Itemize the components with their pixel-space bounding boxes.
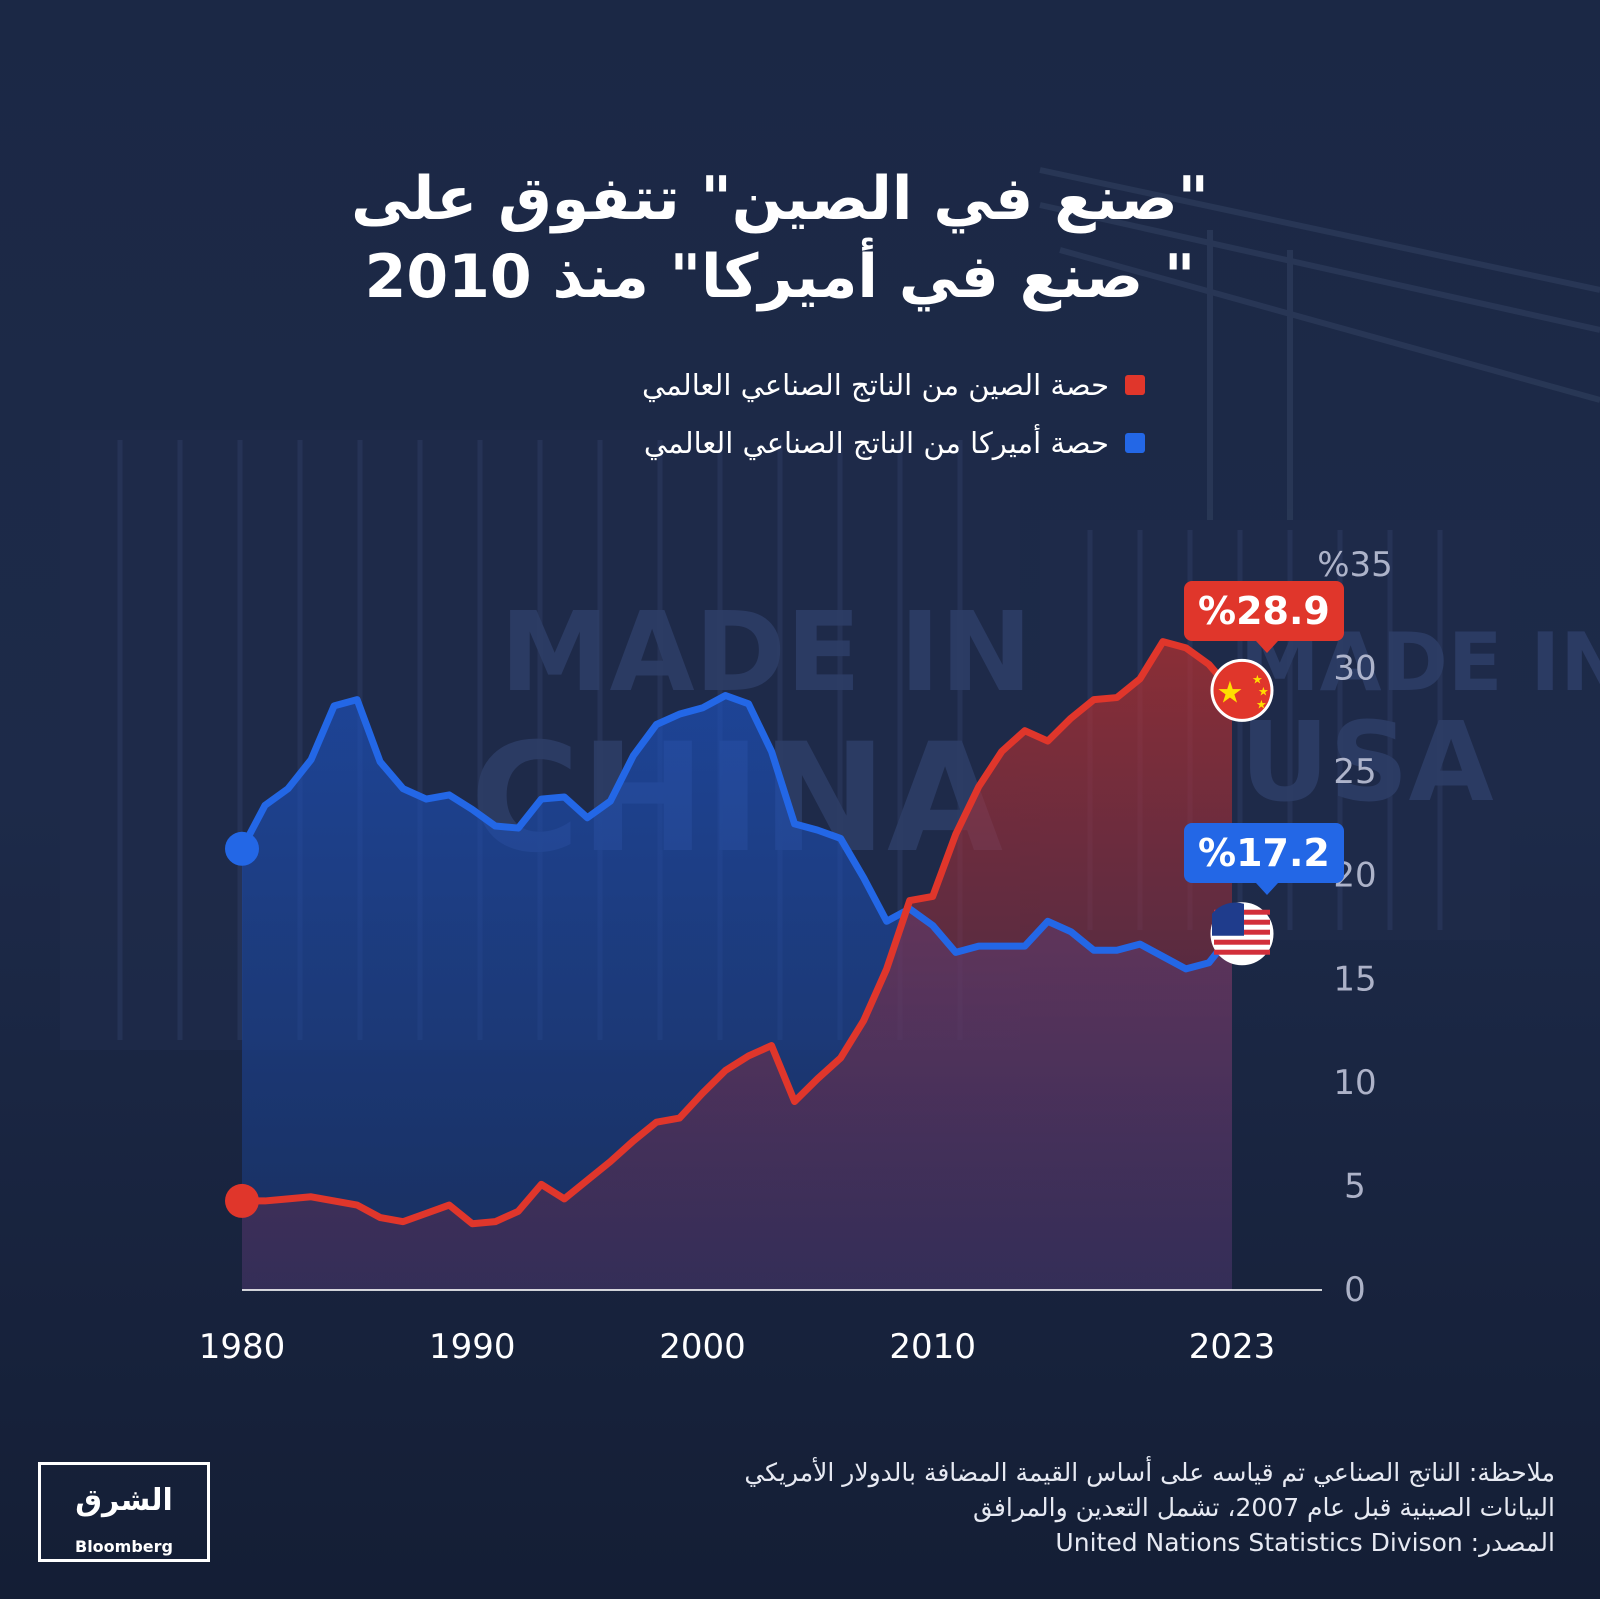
china-value-callout: %28.9 xyxy=(1184,581,1344,654)
bg-text-usa: USA xyxy=(1240,698,1494,826)
china-flag-star: ★ xyxy=(1252,672,1263,686)
title-line-1: "صنع في الصين" تتفوق على xyxy=(351,164,1209,234)
y-tick-label: 15 xyxy=(1333,959,1376,999)
series-line-usa xyxy=(238,692,1235,973)
usa-value-label: %17.2 xyxy=(1198,830,1330,875)
note-line-2: البيانات الصينية قبل عام 2007، تشمل التع… xyxy=(973,1493,1555,1522)
footnote: ملاحظة: الناتج الصناعي تم قياسه على أساس… xyxy=(595,1455,1555,1560)
usa-flag-stripe xyxy=(1214,949,1270,955)
legend-label-china: حصة الصين من الناتج الصناعي العالمي xyxy=(641,368,1109,402)
china-flag-star: ★ xyxy=(1217,675,1244,710)
x-tick-label: 2010 xyxy=(889,1327,976,1367)
source-line: المصدر: United Nations Statistics Diviso… xyxy=(1055,1528,1555,1557)
y-tick-label: 30 xyxy=(1333,649,1376,689)
y-tick-label: 10 xyxy=(1333,1063,1376,1103)
china-value-label: %28.9 xyxy=(1198,589,1330,634)
series-line-china xyxy=(242,638,1235,1228)
usa-flag-canton xyxy=(1212,902,1244,936)
x-tick-label: 2023 xyxy=(1189,1327,1276,1367)
title-line-2: " صنع في أميركا" منذ 2010 xyxy=(364,242,1196,312)
area-china xyxy=(242,641,1232,1290)
x-tick-label: 2000 xyxy=(659,1327,746,1367)
y-tick-label: 25 xyxy=(1333,752,1376,792)
note-line-1: ملاحظة: الناتج الصناعي تم قياسه على أساس… xyxy=(744,1458,1555,1487)
x-tick-label: 1980 xyxy=(199,1327,286,1367)
chart-title: "صنع في الصين" تتفوق على " صنع في أميركا… xyxy=(260,160,1300,316)
china-flag-star: ★ xyxy=(1256,697,1267,711)
start-marker-usa xyxy=(225,831,259,866)
china-flag-icon: ★ ★★★ xyxy=(1210,658,1274,722)
china-flag-circle xyxy=(1210,658,1274,722)
legend-item-china: حصة الصين من الناتج الصناعي العالمي xyxy=(642,368,1145,402)
usa-flag-stripe xyxy=(1214,939,1270,945)
start-marker-china xyxy=(225,1183,259,1218)
y-tick-label: 5 xyxy=(1344,1166,1366,1206)
legend-swatch-usa xyxy=(1125,433,1145,453)
usa-flag-icon xyxy=(1210,902,1274,966)
legend-label-usa: حصة أميركا من الناتج الصناعي العالمي xyxy=(643,426,1109,460)
logo-partner: Bloomberg xyxy=(75,1537,173,1556)
brand-logo: الشرق Bloomberg xyxy=(38,1462,210,1562)
legend-item-usa: حصة أميركا من الناتج الصناعي العالمي xyxy=(644,426,1145,460)
x-tick-label: 1990 xyxy=(429,1327,516,1367)
logo-name: الشرق xyxy=(75,1483,173,1518)
china-flag-star: ★ xyxy=(1258,684,1269,698)
bg-text-made-in: MADE IN xyxy=(500,588,1032,716)
y-tick-label: 0 xyxy=(1344,1270,1366,1310)
usa-value-callout: %17.2 xyxy=(1184,822,1344,895)
y-tick-label: %35 xyxy=(1317,545,1393,585)
legend-swatch-china xyxy=(1125,375,1145,395)
